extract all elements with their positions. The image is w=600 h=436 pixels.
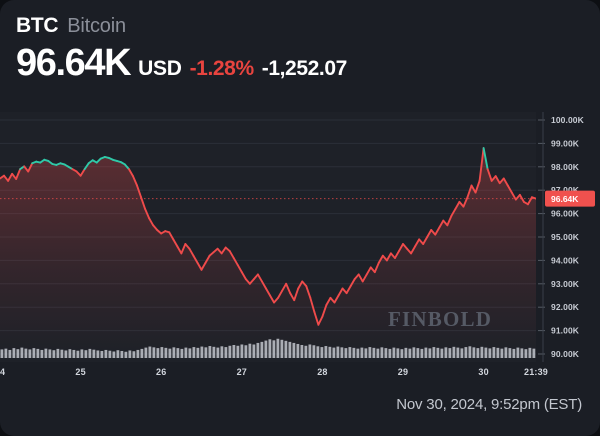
svg-text:96.64K: 96.64K — [551, 194, 579, 204]
svg-text:29: 29 — [398, 367, 408, 377]
svg-text:25: 25 — [75, 367, 85, 377]
price-row: 96.64K USD -1.28% -1,252.07 — [16, 42, 588, 84]
svg-text:97.00K: 97.00K — [551, 185, 580, 195]
svg-text:24: 24 — [0, 367, 5, 377]
change-percent: -1.28% — [189, 57, 255, 80]
svg-text:21:39: 21:39 — [524, 367, 548, 377]
asset-name: Bitcoin — [67, 15, 126, 37]
price-line — [0, 147, 536, 326]
chart-area[interactable]: 100.00K 99.00K 98.00K 97.00K 96.00K 95.00K 94.… — [0, 112, 600, 362]
y-axis: 100.00K 99.00K 98.00K 97.00K 96.00K 95.00K 94.… — [538, 112, 585, 362]
current-price-badge: 96.64K — [545, 190, 595, 207]
ticker-row: BTC Bitcoin — [16, 14, 588, 40]
svg-text:26: 26 — [156, 367, 166, 377]
svg-text:91.00K: 91.00K — [551, 326, 580, 336]
svg-text:95.00K: 95.00K — [551, 232, 580, 242]
svg-text:30: 30 — [478, 367, 488, 377]
volume-bars — [0, 338, 536, 358]
ticker-symbol: BTC — [16, 14, 59, 37]
svg-text:92.00K: 92.00K — [551, 302, 580, 312]
x-axis: 24 25 26 27 28 29 30 21:39 — [0, 367, 548, 377]
currency-label: USD — [138, 57, 182, 80]
current-price: 96.64K — [16, 42, 132, 84]
change-absolute: -1,252.07 — [261, 57, 348, 80]
timestamp: Nov 30, 2024, 9:52pm (EST) — [396, 396, 582, 413]
svg-text:98.00K: 98.00K — [551, 162, 580, 172]
svg-text:94.00K: 94.00K — [551, 255, 580, 265]
header: BTC Bitcoin 96.64K USD -1.28% -1,252.07 — [16, 14, 588, 84]
svg-text:28: 28 — [317, 367, 327, 377]
svg-text:99.00K: 99.00K — [551, 138, 580, 148]
finbold-watermark: FINBOLD — [388, 307, 493, 331]
svg-text:100.00K: 100.00K — [551, 115, 585, 125]
svg-text:90.00K: 90.00K — [551, 349, 580, 359]
svg-text:27: 27 — [237, 367, 247, 377]
svg-text:93.00K: 93.00K — [551, 279, 580, 289]
svg-text:96.00K: 96.00K — [551, 209, 580, 219]
area-fill — [0, 148, 536, 354]
price-chart-svg[interactable]: 100.00K 99.00K 98.00K 97.00K 96.00K 95.00K 94.… — [0, 112, 600, 362]
